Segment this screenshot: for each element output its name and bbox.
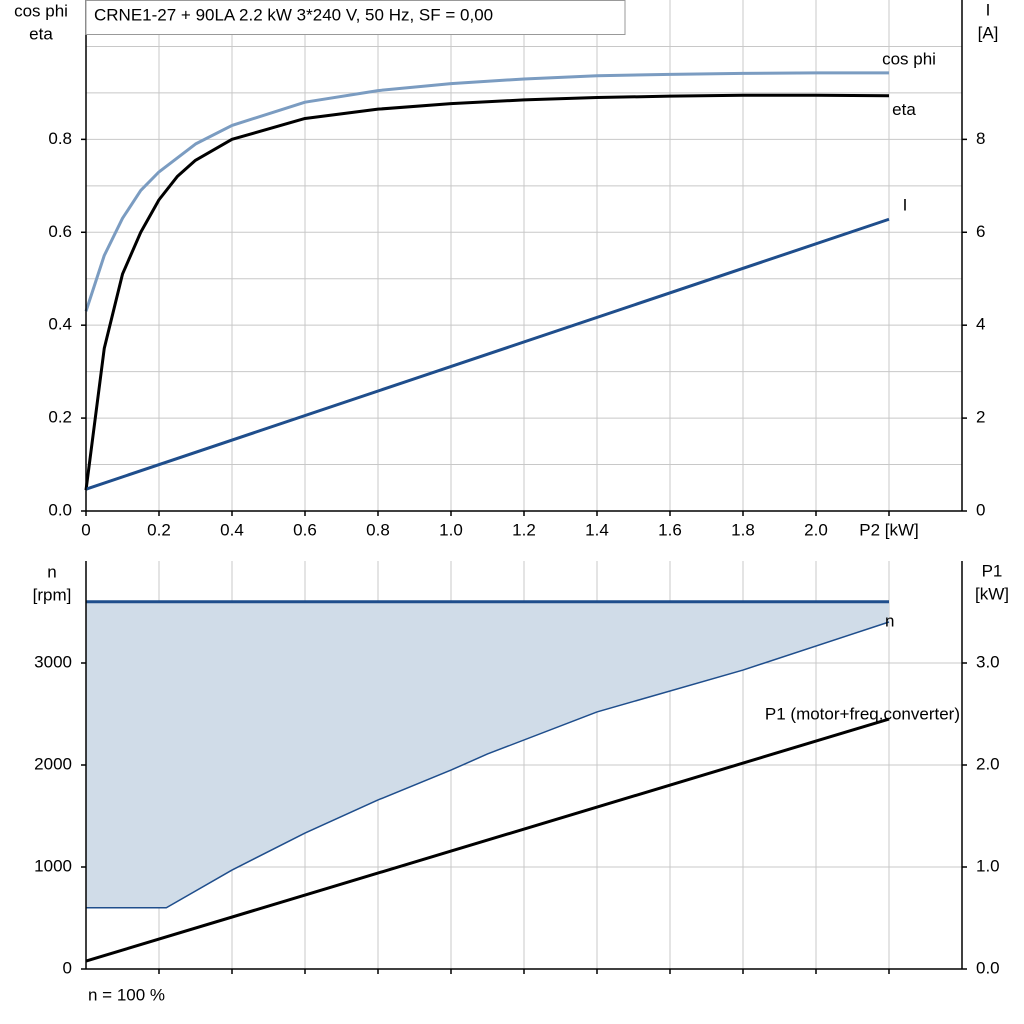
note: n = 100 %	[88, 985, 165, 1004]
x-tick-label: 0.8	[366, 520, 390, 539]
title-box	[85, 0, 626, 35]
x-tick-label: 1.2	[512, 520, 536, 539]
y-tick-label: 2000	[34, 754, 72, 773]
series-line	[84, 93, 890, 491]
y2-tick-label: 2.0	[976, 754, 1000, 773]
y2-tick-label: 1.0	[976, 856, 1000, 875]
series-line	[85, 217, 890, 491]
y2-tick-label: 8	[976, 129, 985, 148]
series-label: n	[885, 611, 894, 630]
x-tick-label: 1.6	[658, 520, 682, 539]
y2-axis-title: [A]	[978, 23, 999, 42]
min-line	[86, 621, 890, 909]
x-tick-label: 1.8	[731, 520, 755, 539]
x-tick-label: P2 [kW]	[859, 520, 919, 539]
x-tick-label: 0.4	[220, 520, 244, 539]
y-axis-title: cos phi	[14, 1, 68, 20]
y-tick-label: 0.2	[48, 408, 72, 427]
y2-tick-label: 6	[976, 222, 985, 241]
y2-axis-title: [kW]	[975, 584, 1009, 603]
series-label: cos phi	[882, 49, 936, 68]
y-tick-label: 0.4	[48, 315, 72, 334]
y2-tick-label: 2	[976, 408, 985, 427]
x-tick-label: 0.2	[147, 520, 171, 539]
y2-tick-label: 4	[976, 315, 985, 334]
range-area	[86, 601, 889, 908]
y2-axis-title: I	[986, 0, 991, 19]
series-label: I	[903, 196, 908, 215]
x-tick-label: 0	[81, 520, 90, 539]
y2-axis-title: P1	[982, 561, 1003, 580]
y-tick-label: 3000	[34, 652, 72, 671]
y-axis-title: [rpm]	[33, 585, 72, 604]
y-tick-label: 0.0	[48, 500, 72, 519]
x-tick-label: 2.0	[804, 520, 828, 539]
x-tick-label: 0.6	[293, 520, 317, 539]
series-label: eta	[892, 100, 916, 119]
y2-tick-label: 0.0	[976, 958, 1000, 977]
series-line	[84, 71, 889, 312]
x-tick-label: 1.4	[585, 520, 609, 539]
y-tick-label: 1000	[34, 856, 72, 875]
x-tick-label: 1.0	[439, 520, 463, 539]
y-tick-label: 0	[63, 958, 72, 977]
y2-tick-label: 3.0	[976, 652, 1000, 671]
y-tick-label: 0.6	[48, 222, 72, 241]
y2-tick-label: 0	[976, 500, 985, 519]
y-axis-title: n	[47, 562, 56, 581]
chart-title: CRNE1-27 + 90LA 2.2 kW 3*240 V, 50 Hz, S…	[94, 5, 493, 24]
series-line	[85, 717, 890, 963]
series-label: P1 (motor+freq.converter)	[765, 705, 960, 724]
y-axis-title: eta	[29, 24, 53, 43]
y-tick-label: 0.8	[48, 129, 72, 148]
